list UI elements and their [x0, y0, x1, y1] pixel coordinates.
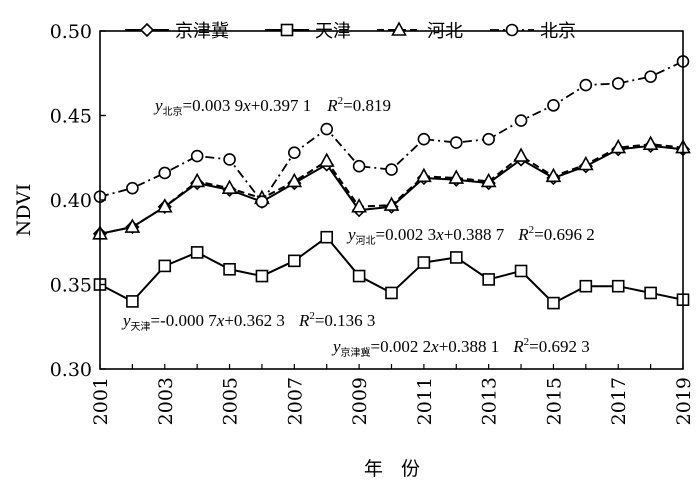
- data-point: [156, 198, 173, 213]
- data-point: [547, 296, 560, 310]
- data-point: [223, 153, 236, 166]
- data-point: [449, 136, 463, 149]
- data-point: [286, 172, 303, 188]
- legend-label: 北京: [540, 21, 576, 42]
- x-tick-label: 2005: [220, 377, 242, 425]
- data-point: [449, 251, 463, 264]
- data-point: [255, 269, 269, 283]
- data-point: [288, 146, 301, 159]
- equation-tianjin: y天津=-0.000 7x+0.362 3 R2=0.136 3: [121, 310, 375, 333]
- series-2: [92, 135, 691, 240]
- legend: 京津冀 天津 河北 北京: [125, 21, 576, 42]
- y-tick-label: 0.40: [50, 190, 92, 212]
- data-point: [189, 172, 206, 188]
- data-point: [288, 254, 301, 268]
- data-point: [514, 114, 528, 127]
- data-point: [644, 70, 657, 83]
- y-tick-label: 0.35: [50, 275, 92, 297]
- x-tick-label: 2011: [414, 377, 436, 425]
- data-point: [190, 246, 204, 259]
- x-tick-label: 2007: [284, 377, 306, 425]
- data-point: [514, 264, 528, 278]
- data-point: [482, 132, 495, 146]
- data-point: [417, 256, 431, 269]
- data-point: [126, 181, 139, 195]
- legend-label: 河北: [427, 21, 463, 42]
- data-point: [611, 279, 625, 293]
- data-point: [513, 147, 529, 162]
- x-tick-label: 2019: [673, 377, 695, 425]
- legend-marker: [280, 23, 294, 37]
- data-point: [320, 122, 334, 136]
- y-axis-title: NDVI: [13, 184, 35, 237]
- legend-item: 天津: [265, 21, 351, 42]
- series-line: [99, 143, 684, 235]
- data-point: [158, 166, 172, 180]
- data-point: [255, 195, 269, 208]
- legend-marker: [391, 21, 407, 36]
- data-point: [416, 167, 432, 183]
- data-point: [320, 230, 334, 244]
- data-point: [482, 273, 495, 286]
- data-point: [644, 286, 657, 300]
- data-point: [318, 152, 335, 167]
- x-tick-label: 2009: [349, 377, 371, 425]
- x-tick-label: 2003: [155, 377, 177, 425]
- legend-marker: [505, 23, 519, 37]
- data-point: [545, 167, 562, 183]
- legend-item: 京津冀: [125, 21, 229, 42]
- legend-item: 北京: [490, 21, 576, 42]
- data-point: [480, 172, 497, 188]
- y-tick-label: 0.45: [50, 106, 92, 128]
- data-point: [352, 159, 366, 173]
- data-point: [351, 198, 367, 213]
- data-point: [385, 163, 398, 176]
- data-point: [579, 279, 593, 293]
- data-point: [385, 286, 398, 300]
- series-3: [93, 55, 690, 208]
- data-point: [417, 132, 431, 146]
- data-point: [124, 218, 141, 233]
- legend-label: 京津冀: [175, 21, 229, 42]
- data-point: [579, 78, 593, 92]
- data-point: [126, 295, 139, 308]
- series-line: [99, 60, 684, 204]
- data-point: [158, 259, 172, 273]
- legend-item: 河北: [377, 21, 463, 42]
- data-point: [610, 138, 627, 154]
- x-tick-label: 2015: [543, 377, 565, 425]
- data-point: [221, 179, 238, 194]
- x-tick-label: 2013: [479, 377, 501, 425]
- data-point: [223, 262, 236, 276]
- y-tick-label: 0.30: [50, 359, 92, 381]
- data-point: [642, 135, 659, 151]
- data-point: [547, 99, 560, 112]
- x-tick-label: 2001: [90, 377, 112, 425]
- equation-jingjinji: y京津冀=0.002 2x+0.388 1 R2=0.692 3: [331, 336, 590, 359]
- data-point: [383, 196, 400, 211]
- data-point: [352, 269, 366, 283]
- x-tick-label: 2017: [608, 377, 630, 425]
- x-axis-title: 年 份: [364, 458, 426, 480]
- equation-beijing: y北京=0.003 9x+0.397 1 R2=0.819: [153, 95, 391, 118]
- y-tick-label: 0.50: [50, 21, 92, 43]
- equation-hebei: y河北=0.002 3x+0.388 7 R2=0.696 2: [346, 224, 595, 247]
- data-point: [577, 155, 594, 171]
- data-point: [190, 149, 204, 163]
- legend-label: 天津: [315, 21, 351, 42]
- data-point: [448, 169, 465, 184]
- data-point: [611, 77, 625, 90]
- legend-marker: [139, 22, 155, 38]
